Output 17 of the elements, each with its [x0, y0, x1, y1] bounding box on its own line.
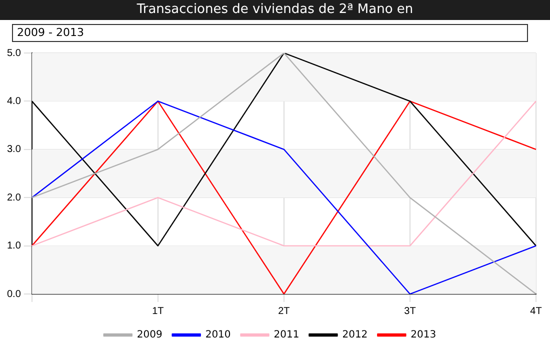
y-tick-label: 3.0: [6, 144, 22, 156]
chart-title: Transacciones de viviendas de 2ª Mano en: [0, 0, 550, 20]
x-tick-label: 4T: [530, 306, 542, 317]
y-tick-label: 1.0: [6, 240, 22, 252]
legend-label: 2010: [205, 330, 231, 341]
x-tick-label: 3T: [404, 306, 416, 317]
legend-label: 2009: [136, 330, 162, 341]
legend-label: 2013: [410, 330, 436, 341]
y-tick-label: 5.0: [6, 48, 22, 59]
y-tick-label: 0.0: [6, 288, 22, 300]
x-tick-label: 1T: [152, 306, 164, 317]
legend-label: 2011: [274, 330, 300, 341]
y-tick-label: 2.0: [6, 192, 22, 204]
chart-subtitle: 2009 - 2013: [12, 24, 528, 42]
y-tick-label: 4.0: [6, 96, 22, 107]
legend-label: 2012: [342, 330, 368, 341]
x-tick-label: 2T: [278, 306, 290, 317]
